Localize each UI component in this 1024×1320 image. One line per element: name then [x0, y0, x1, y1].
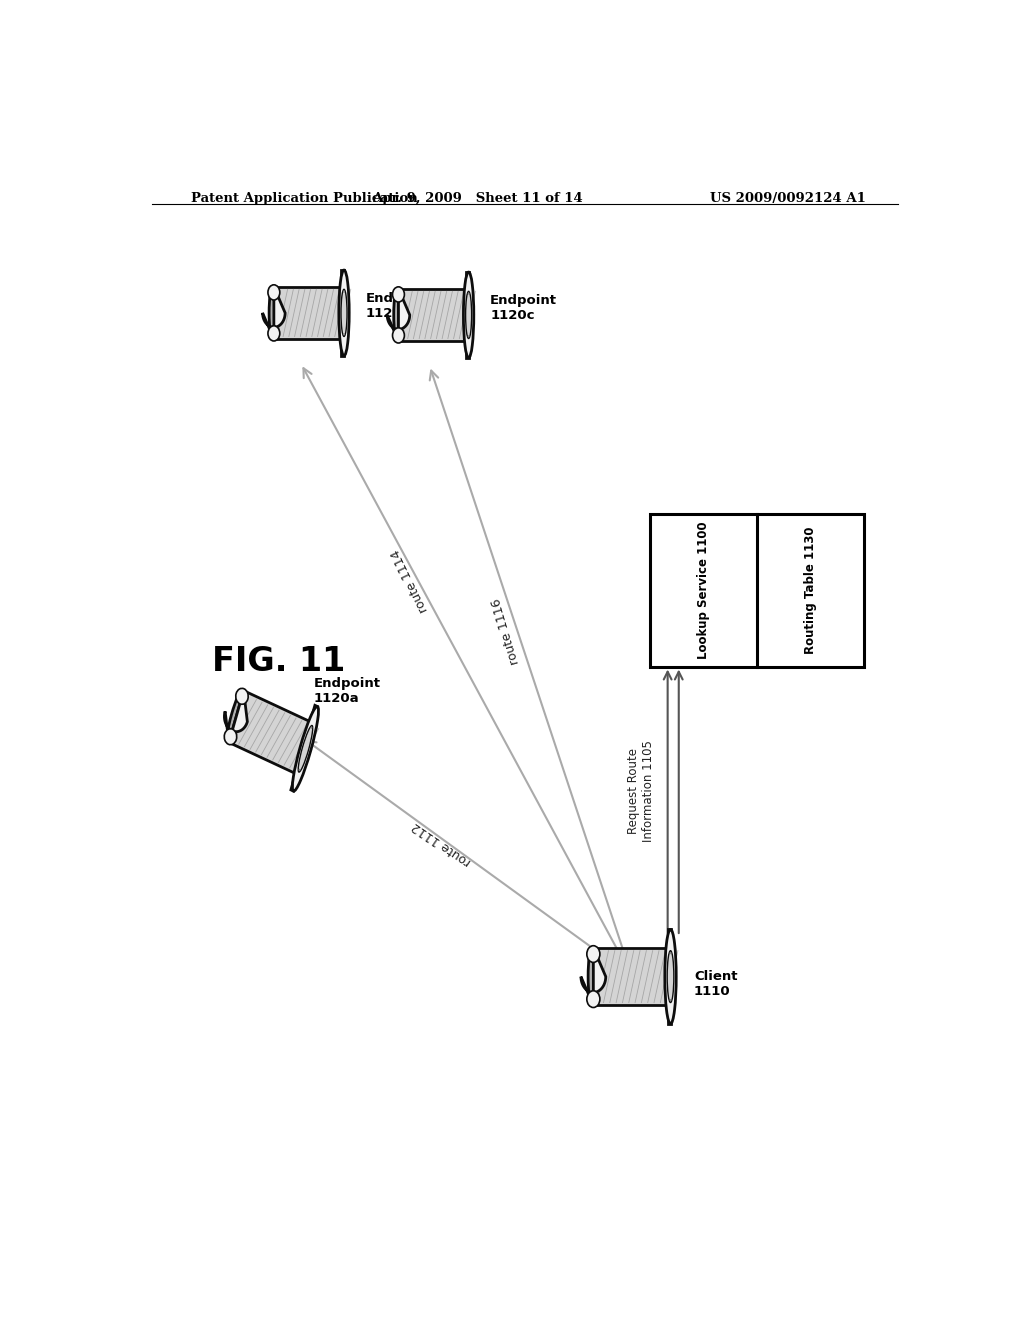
- Ellipse shape: [588, 948, 596, 1006]
- FancyBboxPatch shape: [398, 289, 469, 341]
- Ellipse shape: [298, 726, 312, 772]
- Ellipse shape: [393, 289, 400, 341]
- Ellipse shape: [299, 768, 300, 771]
- Bar: [650, 515, 864, 667]
- Ellipse shape: [587, 945, 600, 962]
- Bar: [341, 271, 344, 356]
- Text: US 2009/0092124 A1: US 2009/0092124 A1: [711, 191, 866, 205]
- Text: Client
1110: Client 1110: [694, 969, 737, 998]
- Ellipse shape: [339, 271, 349, 356]
- Ellipse shape: [670, 999, 672, 1002]
- Polygon shape: [581, 948, 606, 1006]
- Ellipse shape: [310, 726, 312, 729]
- Text: Patent Application Publication: Patent Application Publication: [191, 191, 418, 205]
- Text: route 1116: route 1116: [489, 597, 522, 665]
- Ellipse shape: [468, 293, 469, 294]
- Bar: [668, 929, 671, 1024]
- Bar: [291, 705, 317, 791]
- Ellipse shape: [236, 688, 248, 705]
- Ellipse shape: [341, 289, 347, 337]
- Ellipse shape: [466, 292, 472, 338]
- Ellipse shape: [392, 286, 404, 302]
- Text: Request Route
Information 1105: Request Route Information 1105: [628, 741, 655, 842]
- Ellipse shape: [227, 690, 243, 742]
- Text: Endpoint
1120a: Endpoint 1120a: [314, 677, 381, 705]
- FancyBboxPatch shape: [273, 286, 344, 339]
- Text: Lookup Service 1100: Lookup Service 1100: [697, 521, 711, 659]
- Ellipse shape: [343, 333, 345, 335]
- Text: Routing Table 1130: Routing Table 1130: [805, 527, 817, 655]
- Ellipse shape: [293, 706, 318, 791]
- Text: route 1114: route 1114: [389, 546, 430, 614]
- Ellipse shape: [392, 327, 404, 343]
- Ellipse shape: [587, 991, 600, 1007]
- Ellipse shape: [268, 326, 280, 341]
- Ellipse shape: [670, 952, 672, 954]
- Bar: [466, 272, 469, 358]
- FancyBboxPatch shape: [229, 690, 312, 775]
- FancyBboxPatch shape: [593, 948, 671, 1006]
- Text: Apr. 9, 2009   Sheet 11 of 14: Apr. 9, 2009 Sheet 11 of 14: [372, 191, 583, 205]
- Polygon shape: [387, 289, 410, 341]
- Ellipse shape: [224, 729, 237, 744]
- Ellipse shape: [668, 950, 674, 1002]
- Text: FIG. 11: FIG. 11: [212, 645, 345, 678]
- Polygon shape: [224, 690, 248, 742]
- Ellipse shape: [343, 290, 345, 293]
- Polygon shape: [262, 286, 285, 339]
- Text: Endpoint
1120b: Endpoint 1120b: [366, 292, 432, 319]
- Ellipse shape: [665, 929, 676, 1024]
- Ellipse shape: [464, 272, 474, 358]
- Text: Endpoint
1120c: Endpoint 1120c: [490, 294, 557, 322]
- Text: route 1112: route 1112: [410, 818, 473, 869]
- Ellipse shape: [269, 286, 276, 339]
- Ellipse shape: [268, 285, 280, 300]
- Ellipse shape: [468, 335, 469, 338]
